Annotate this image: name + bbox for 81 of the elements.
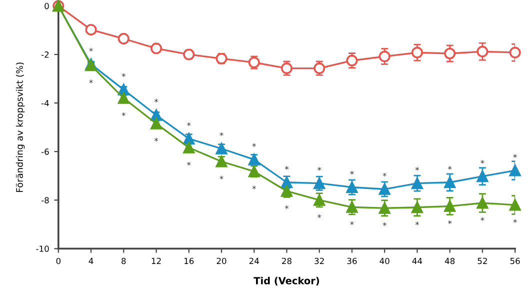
point xyxy=(444,48,456,60)
annotation: * xyxy=(448,166,452,170)
point xyxy=(411,178,423,190)
y-tick-label: 0 xyxy=(44,2,49,10)
x-tick-label: 12 xyxy=(152,258,161,264)
annotation: * xyxy=(187,122,191,126)
annotation: * xyxy=(415,166,420,171)
annotation: * xyxy=(318,214,322,218)
annotation: * xyxy=(284,205,289,210)
x-tick-label: 20 xyxy=(216,258,226,264)
annotation: * xyxy=(480,217,484,221)
point xyxy=(444,200,456,212)
annotation: * xyxy=(415,222,420,226)
point xyxy=(378,202,390,214)
x-tick-label: 52 xyxy=(478,258,487,264)
point xyxy=(216,142,228,154)
point xyxy=(183,142,195,154)
x-tick-label: 16 xyxy=(184,258,194,264)
point xyxy=(314,62,326,74)
x-tick-label: 44 xyxy=(412,258,422,264)
annotation: * xyxy=(284,166,289,170)
x-tick-label: 32 xyxy=(314,258,324,264)
point xyxy=(150,42,162,54)
point xyxy=(280,62,293,74)
annotation: * xyxy=(318,166,322,171)
annotation: * xyxy=(187,162,191,166)
annotation: * xyxy=(122,73,126,78)
point xyxy=(476,46,488,58)
y-tick-label: -6 xyxy=(41,148,49,155)
point xyxy=(85,24,97,36)
x-tick-label: 48 xyxy=(444,258,455,264)
annotation: * xyxy=(480,160,484,164)
point xyxy=(346,201,358,213)
annotation: * xyxy=(122,112,126,116)
y-tick-label: -4 xyxy=(41,100,49,106)
point xyxy=(378,183,390,195)
x-axis-title: Tid (Veckor) xyxy=(254,276,320,286)
point xyxy=(378,50,390,62)
point xyxy=(509,164,521,176)
point xyxy=(476,197,488,209)
point xyxy=(476,170,488,182)
x-tick-label: 56 xyxy=(510,258,520,264)
y-tick-label: -10 xyxy=(36,246,49,252)
x-tick-label: 40 xyxy=(380,258,390,264)
annotation: * xyxy=(350,221,354,226)
annotation: * xyxy=(382,172,386,177)
point xyxy=(411,202,423,214)
annotation: * xyxy=(252,186,256,190)
y-tick-label: -2 xyxy=(41,51,49,58)
x-tick-label: 24 xyxy=(249,258,259,264)
annotation: * xyxy=(448,220,452,224)
annotation: * xyxy=(220,176,224,180)
x-tick-label: 4 xyxy=(88,258,94,264)
x-tick-label: 28 xyxy=(282,258,292,264)
annotation: * xyxy=(513,154,517,158)
y-axis-title: Förändring av kroppsvikt (%) xyxy=(16,62,25,192)
point xyxy=(509,46,521,58)
point xyxy=(150,118,162,130)
annotation: * xyxy=(513,219,517,223)
annotation: * xyxy=(89,80,93,84)
x-tick-label: 8 xyxy=(122,258,126,264)
point xyxy=(411,46,423,58)
annotation: * xyxy=(382,222,386,226)
x-tick-label: 0 xyxy=(56,258,61,264)
point xyxy=(509,199,521,211)
point xyxy=(346,181,358,193)
y-tick-label: -8 xyxy=(41,197,49,204)
point xyxy=(216,156,228,168)
annotation: * xyxy=(350,170,354,175)
point xyxy=(346,54,358,66)
point xyxy=(118,32,130,44)
annotation: * xyxy=(252,143,256,147)
point xyxy=(444,176,456,188)
annotation: * xyxy=(89,48,93,52)
annotation: * xyxy=(220,132,224,136)
annotation: * xyxy=(154,138,158,142)
point xyxy=(118,92,130,104)
annotation: * xyxy=(154,98,158,103)
point xyxy=(280,185,293,197)
x-tick-label: 36 xyxy=(347,258,357,264)
point xyxy=(85,60,97,72)
